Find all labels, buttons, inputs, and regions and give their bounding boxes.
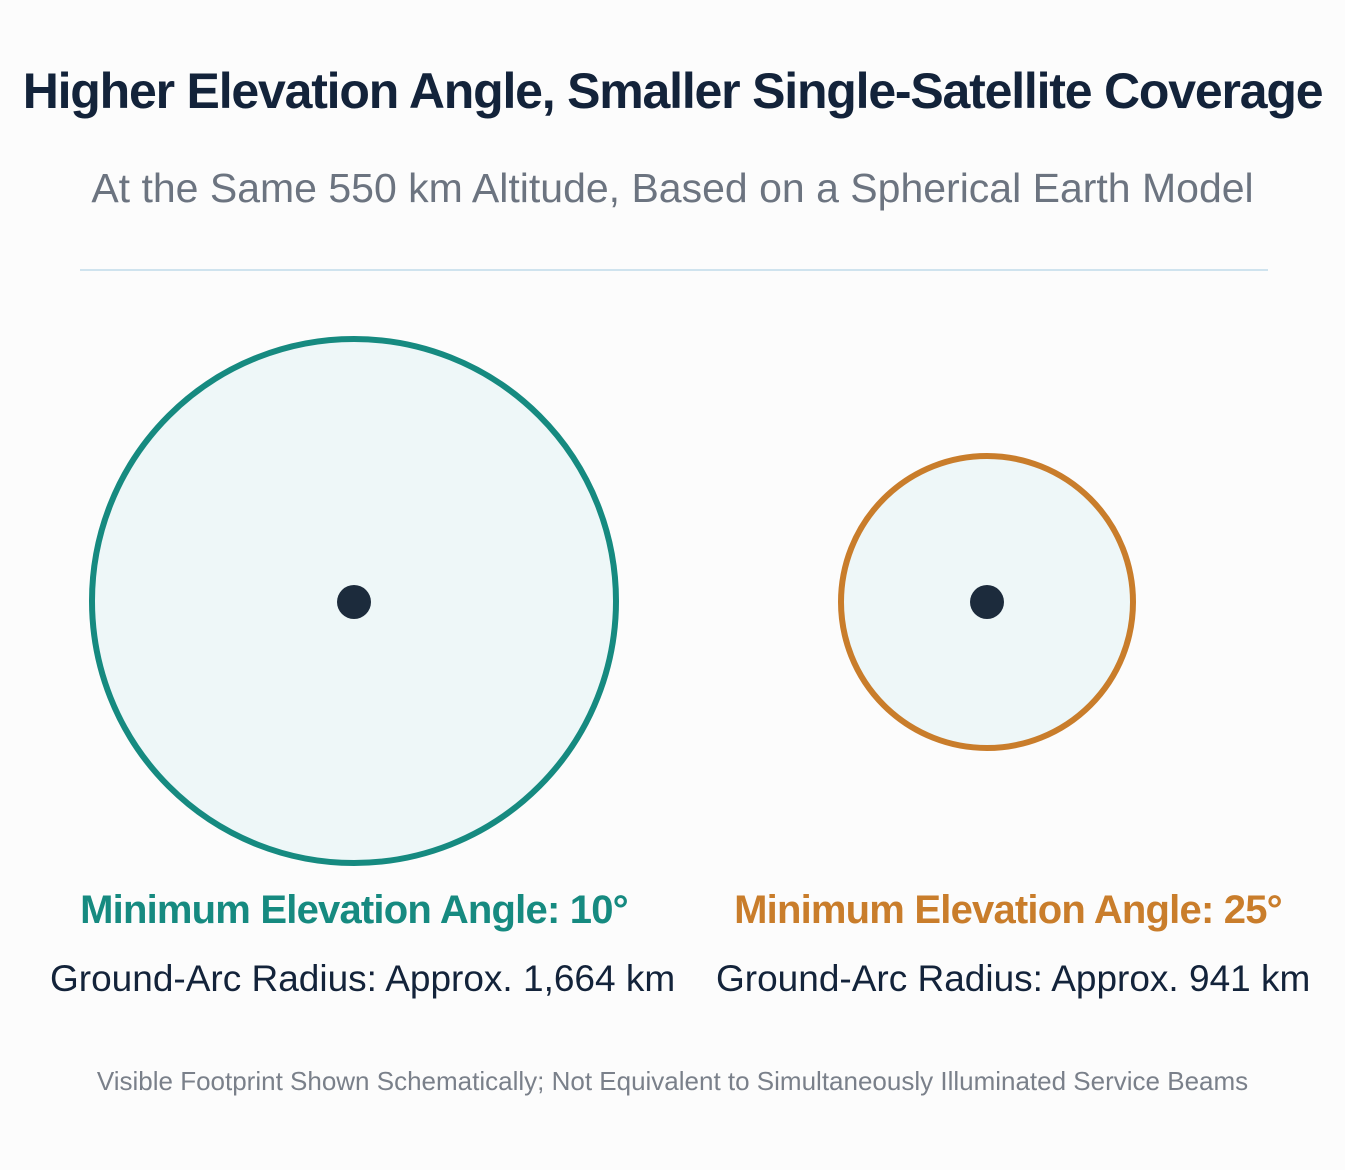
satellite-nadir-point-25deg (970, 585, 1004, 619)
footnote: Visible Footprint Shown Schematically; N… (96, 1066, 1249, 1096)
satellite-nadir-point-10deg (337, 585, 371, 619)
angle-label-10deg: Minimum Elevation Angle: 10° (80, 888, 629, 932)
chart-title: Higher Elevation Angle, Smaller Single-S… (22, 63, 1324, 119)
chart-subtitle: At the Same 550 km Altitude, Based on a … (91, 165, 1254, 211)
radius-label-10deg: Ground-Arc Radius: Approx. 1,664 km (50, 958, 676, 999)
angle-label-25deg: Minimum Elevation Angle: 25° (734, 888, 1283, 932)
divider (80, 269, 1268, 271)
radius-label-25deg: Ground-Arc Radius: Approx. 941 km (716, 958, 1311, 999)
